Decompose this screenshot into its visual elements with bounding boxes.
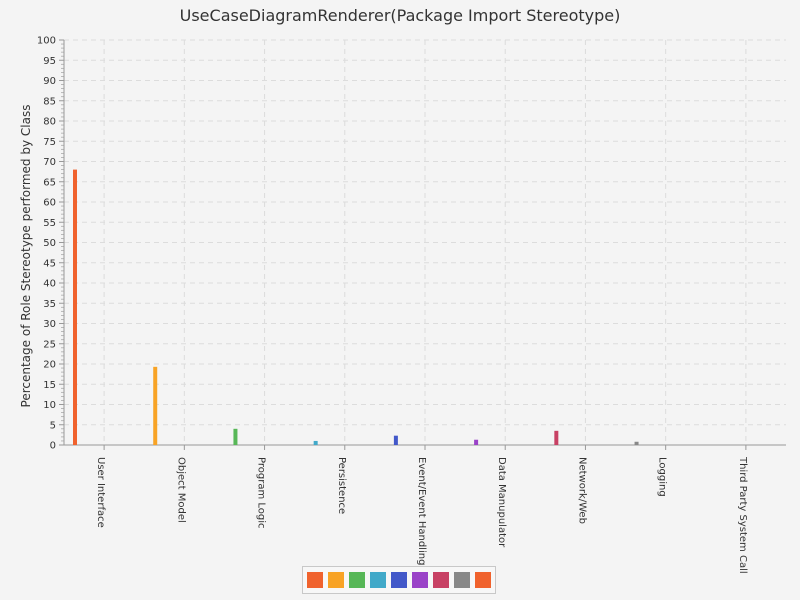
bar (313, 440, 318, 445)
x-category-label: Data Manupulator (496, 457, 507, 548)
bars (73, 169, 639, 445)
legend-swatch (328, 572, 344, 588)
y-tick-label: 20 (43, 360, 56, 371)
y-tick-label: 30 (43, 319, 56, 330)
bar (153, 366, 158, 445)
x-category-label: Network/Web (576, 457, 587, 524)
x-category-label: Third Party System Call (737, 456, 748, 574)
legend-swatch (475, 572, 491, 588)
y-tick-label: 35 (43, 299, 56, 310)
x-category-label: Program Logic (256, 457, 267, 529)
y-tick-label: 0 (50, 441, 56, 452)
legend-swatch (349, 572, 365, 588)
bar (233, 428, 238, 445)
y-tick-label: 45 (43, 258, 56, 269)
chart-title: UseCaseDiagramRenderer(Package Import St… (179, 6, 621, 25)
y-tick-label: 90 (43, 76, 56, 87)
legend-swatch (454, 572, 470, 588)
y-tick-label: 10 (43, 400, 56, 411)
y-tick-label: 80 (43, 117, 56, 128)
bar (393, 435, 398, 445)
legend-swatch (307, 572, 323, 588)
legend (302, 566, 496, 594)
y-tick-label: 85 (43, 96, 56, 107)
legend-swatch (391, 572, 407, 588)
legend-swatch (412, 572, 428, 588)
axes: 0 5 10 15 20 25 30 35 40 45 50 55 60 65 70 75 80 85 90 95 10… (37, 36, 786, 452)
legend-swatch (433, 572, 449, 588)
bar (73, 169, 77, 445)
y-tick-label: 60 (43, 198, 56, 209)
y-tick-label: 25 (43, 339, 56, 350)
grid-lines (64, 39, 786, 445)
y-tick-label: 75 (43, 137, 56, 148)
bar (474, 439, 479, 445)
x-category-label: Event/Event Handling (416, 457, 427, 565)
x-category-label: Object Model (175, 457, 186, 523)
y-tick-label: 40 (43, 279, 56, 290)
x-category-label: Persistence (336, 457, 347, 514)
y-tick-label: 95 (43, 56, 56, 67)
bar (634, 441, 639, 445)
y-tick-label: 100 (37, 36, 56, 47)
y-tick-label: 55 (43, 218, 56, 229)
x-category-label: User Interface (95, 457, 106, 528)
y-tick-label: 70 (43, 157, 56, 168)
category-labels: User Interface Object Model Program Logic P… (95, 456, 748, 574)
y-tick-label: 15 (43, 380, 56, 391)
y-tick-label: 50 (43, 238, 56, 249)
x-category-label: Logging (657, 457, 668, 497)
legend-swatch (370, 572, 386, 588)
y-tick-label: 65 (43, 177, 56, 188)
y-tick-label: 5 (50, 420, 56, 431)
bar (554, 430, 559, 445)
